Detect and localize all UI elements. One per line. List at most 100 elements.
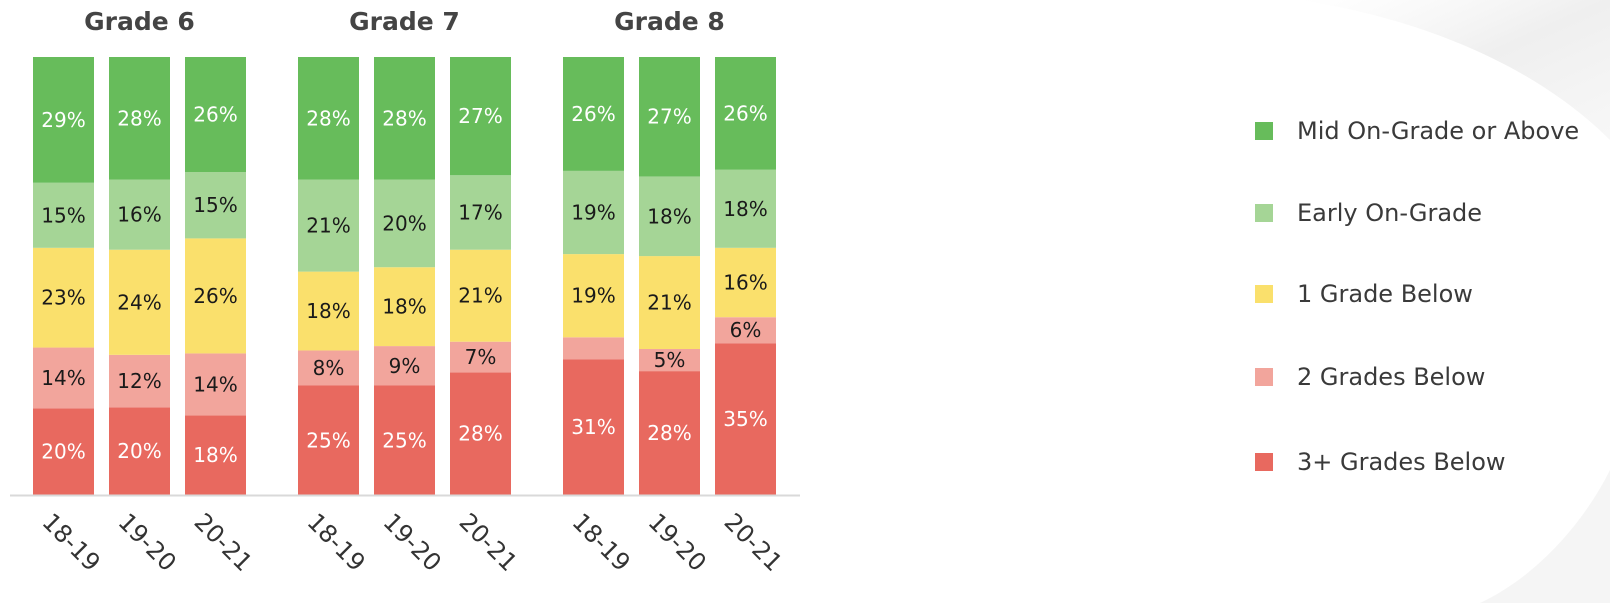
data-label: 5% [654,348,686,372]
data-label: 28% [647,421,691,445]
data-label: 31% [571,415,615,439]
data-label: 24% [117,290,161,314]
data-label: 14% [193,372,237,396]
bar-segment [298,385,359,495]
x-tick-label: 19-20 [378,508,447,577]
bar-segment [374,385,435,495]
data-label: 28% [458,422,502,446]
data-label: 18% [382,295,426,319]
legend-item: 3+ Grades Below [1255,447,1600,477]
data-label: 27% [458,104,502,128]
bar-segment [563,57,624,171]
data-label: 7% [465,345,497,369]
bar-segment [639,256,700,349]
legend-swatch [1255,453,1273,471]
data-label: 16% [723,271,767,295]
data-label: 28% [306,106,350,130]
legend-label: 2 Grades Below [1297,363,1486,391]
data-label: 14% [41,366,85,390]
legend-label: 1 Grade Below [1297,280,1473,308]
bar-segment [639,371,700,495]
bar-segment [109,354,170,408]
data-label: 19% [571,284,615,308]
legend-label: Early On-Grade [1297,199,1483,227]
data-label: 26% [723,101,767,125]
data-label: 19% [571,200,615,224]
bar-segment [298,350,359,386]
bar-segment [185,172,246,239]
stacked-bar-chart: Grade 6 20% 14% 23% 15% 29% 18-19 20% 12% 24% 16% 2… [10,7,800,577]
bar-segment [298,271,359,351]
data-label: 15% [41,203,85,227]
x-tick-label: 19-20 [643,508,712,577]
legend-item: Mid On-Grade or Above [1255,116,1600,146]
data-label: 26% [571,102,615,126]
legend-swatch [1255,285,1273,303]
legend-swatch [1255,122,1273,140]
data-label: 23% [41,286,85,310]
x-tick-label: 20-21 [454,508,523,577]
data-label: 18% [306,299,350,323]
bar-segment [715,169,776,248]
bar-segment [639,176,700,257]
x-tick-label: 18-19 [302,508,371,577]
bar-segment [298,57,359,180]
bar-segment [450,372,511,495]
data-label: 9% [389,354,421,378]
bar-segment [33,182,94,248]
grade-title: Grade 7 [349,7,460,36]
x-tick-label: 20-21 [189,508,258,577]
bar-segment [563,337,624,360]
data-label: 26% [193,103,237,127]
bar-segment [715,247,776,318]
bar-segment [33,408,94,495]
bar-segment [715,57,776,170]
bar-segment [450,341,511,373]
data-label: 35% [723,407,767,431]
bar-segment [563,254,624,338]
legend-label: Mid On-Grade or Above [1297,117,1580,145]
data-label: 21% [458,284,502,308]
data-label: 8% [313,356,345,380]
data-label: 18% [193,443,237,467]
data-label: 26% [193,284,237,308]
data-label: 12% [117,369,161,393]
bar-segment [715,343,776,495]
bar-segment [185,57,246,173]
data-label: 16% [117,203,161,227]
data-label: 18% [647,204,691,228]
data-label: 20% [41,440,85,464]
data-label: 29% [41,108,85,132]
x-tick-label: 19-20 [113,508,182,577]
bar-segment [33,347,94,409]
bar-segment [450,175,511,250]
data-label: 28% [117,106,161,130]
bar-segment [374,267,435,347]
bar-segment [374,57,435,180]
grade-title: Grade 8 [614,7,725,36]
bar-segment [563,170,624,255]
legend-label: 3+ Grades Below [1297,448,1506,476]
bar-segment [639,349,700,372]
bar-segment [450,249,511,342]
bar-segment [185,353,246,416]
data-label: 15% [193,193,237,217]
bar-segment [185,415,246,495]
bar-segment [33,57,94,183]
data-label: 25% [306,428,350,452]
data-label: 27% [647,105,691,129]
data-label: 20% [382,211,426,235]
bar-segment [109,407,170,495]
legend-swatch [1255,368,1273,386]
legend-item: Early On-Grade [1255,198,1600,228]
data-label: 25% [382,428,426,452]
bar-segment [109,249,170,355]
data-label: 21% [647,291,691,315]
bar-segment [185,238,246,354]
legend-swatch [1255,204,1273,222]
bar-segment [374,179,435,268]
grade-title: Grade 6 [84,7,195,36]
bar-segment [109,179,170,250]
bar-segment [715,317,776,344]
